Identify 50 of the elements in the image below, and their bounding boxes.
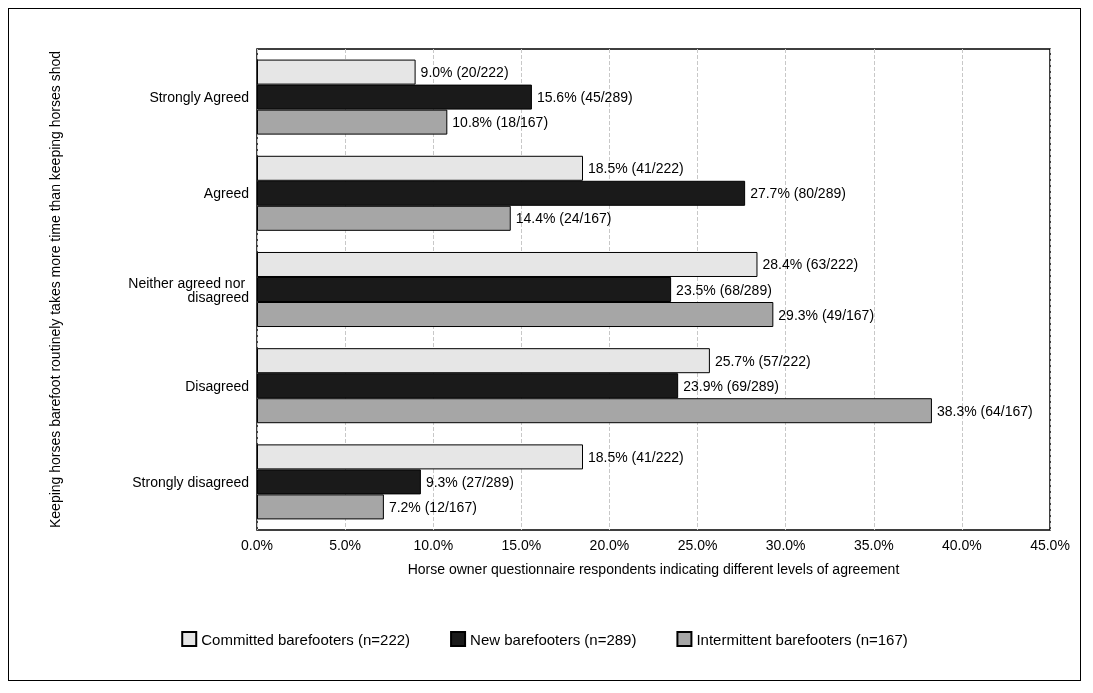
data-label: 38.3% (64/167)	[936, 402, 1033, 419]
x-tick-label: 40.0%	[942, 537, 982, 553]
bar	[257, 276, 672, 303]
x-axis-title: Horse owner questionnaire respondents indicating different levels of agreement	[407, 561, 900, 577]
legend-label: Intermittent barefooters (n=167)	[696, 630, 908, 648]
bar	[257, 59, 416, 85]
data-label: 15.6% (45/289)	[536, 89, 633, 106]
data-label: 18.5% (41/222)	[588, 160, 684, 177]
data-label: 27.7% (80/289)	[750, 185, 846, 202]
data-label: 9.0% (20/222)	[420, 64, 509, 81]
y-tick-label: Disagreed	[185, 377, 249, 394]
x-tick-label: 30.0%	[765, 537, 806, 553]
bar	[257, 469, 421, 495]
x-tick-label: 0.0%	[241, 537, 273, 553]
bar	[257, 302, 774, 328]
data-label: 23.9% (69/289)	[683, 377, 779, 394]
y-tick-label: Agreed	[203, 185, 249, 202]
bar	[257, 494, 384, 520]
x-tick-label: 45.0%	[1030, 537, 1070, 553]
data-label: 28.4% (63/222)	[762, 256, 859, 273]
data-label: 23.5% (68/289)	[676, 281, 772, 298]
x-tick-label: 10.0%	[413, 537, 454, 553]
data-label: 29.3% (49/167)	[778, 306, 875, 323]
bar	[257, 348, 710, 374]
bar	[257, 251, 758, 277]
data-label: 18.5% (41/222)	[588, 448, 684, 465]
bar	[257, 84, 532, 110]
data-label: 10.8% (18/167)	[452, 114, 549, 131]
bar	[257, 180, 746, 206]
bar	[257, 444, 584, 470]
data-label: 25.7% (57/222)	[714, 352, 811, 369]
x-tick-label: 20.0%	[589, 537, 630, 553]
legend-label: New barefooters (n=289)	[470, 630, 637, 648]
x-tick-label: 15.0%	[501, 537, 542, 553]
bar	[257, 109, 448, 135]
bar	[257, 155, 584, 181]
data-label: 7.2% (12/167)	[388, 498, 477, 515]
data-label: 14.4% (24/167)	[515, 210, 612, 227]
x-tick-label: 25.0%	[677, 537, 718, 553]
y-tick-label: Neither agreed nor disagreed	[128, 274, 249, 305]
data-label: 9.3% (27/289)	[425, 473, 514, 490]
y-tick-label: Strongly Agreed	[149, 89, 249, 106]
bar	[257, 398, 932, 424]
legend-label: Committed barefooters (n=222)	[201, 630, 411, 648]
bar	[257, 373, 679, 399]
x-tick-label: 5.0%	[329, 537, 362, 553]
y-tick-label: Strongly disagreed	[132, 473, 249, 490]
x-tick-label: 35.0%	[853, 537, 894, 553]
y-axis-title: Keeping horses barefoot routinely takes more time than keeping horses shod	[47, 50, 63, 529]
bar	[257, 205, 511, 231]
